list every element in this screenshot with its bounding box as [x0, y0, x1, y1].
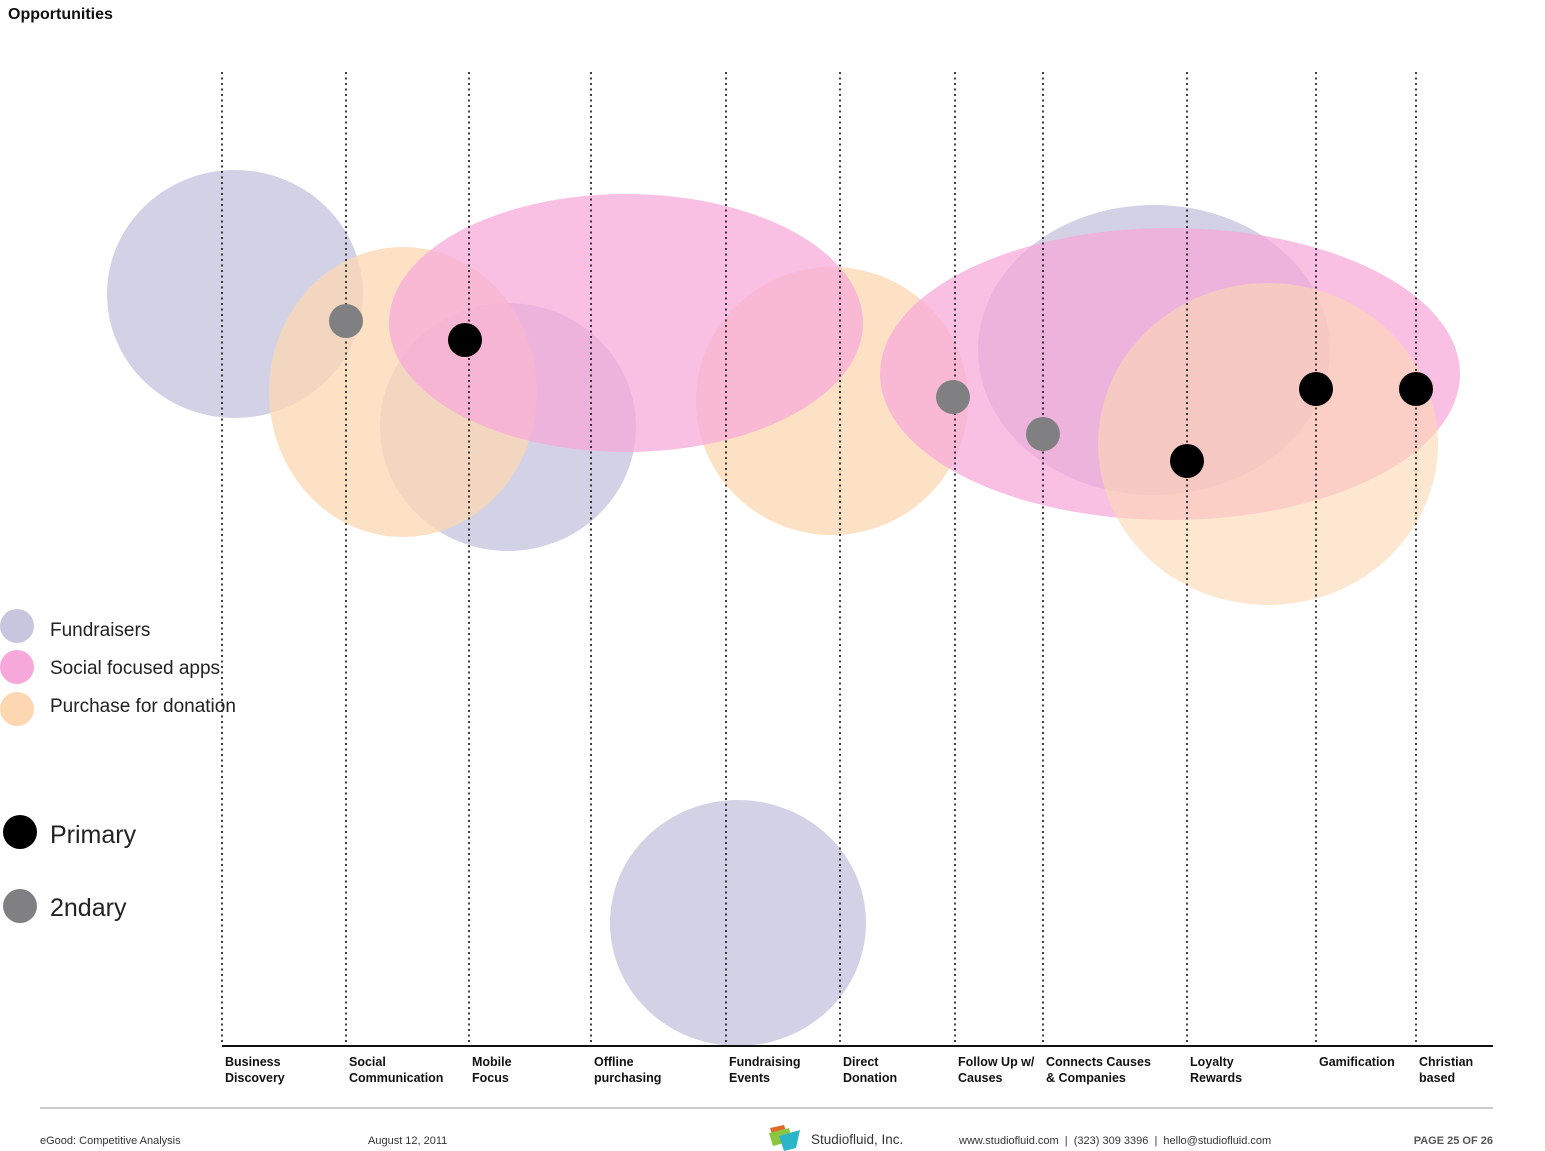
category-labels: Business Discovery Social Communication Mobi…: [225, 1055, 1473, 1085]
legend-label-social: Social focused apps: [50, 658, 220, 679]
footer: eGood: Competitive Analysis August 12, 2…: [40, 1125, 1493, 1151]
primary-marker-christian-based: [1399, 372, 1433, 406]
secondary-marker-follow-up-causes: [936, 380, 970, 414]
studiofluid-logo-icon: [769, 1125, 800, 1151]
footer-doc-title: eGood: Competitive Analysis: [40, 1135, 181, 1147]
category-guides: [221, 72, 1417, 1044]
fundraisers-blob: [610, 800, 866, 1046]
primary-marker-gamification: [1299, 372, 1333, 406]
category-label-christian-based: Christian based: [1419, 1055, 1473, 1085]
legend-label-primary: Primary: [50, 821, 137, 849]
primary-marker-mobile-focus: [448, 323, 482, 357]
category-label-follow-up-causes: Follow Up w/Causes: [958, 1055, 1035, 1085]
category-label-offline-purchasing: Offline purchasing: [594, 1055, 661, 1085]
purchase-blob: [1098, 283, 1438, 605]
footer-company: Studiofluid, Inc.: [811, 1132, 903, 1147]
category-label-gamification: Gamification: [1319, 1055, 1395, 1069]
secondary-marker-social-communication: [329, 304, 363, 338]
category-label-fundraising-events: Fundraising Events: [729, 1055, 801, 1085]
secondary-marker-connects-causes-companies: [1026, 417, 1060, 451]
markers: [329, 304, 1433, 478]
legend-swatch-social: [0, 650, 34, 684]
group-blobs: [107, 170, 1460, 1046]
social-blob: [389, 194, 863, 452]
legend: Fundraisers Social focused apps Purchase…: [0, 609, 236, 923]
category-label-business-discovery: Business Discovery: [225, 1055, 285, 1085]
footer-contact: www.studiofluid.com | (323) 309 3396 | h…: [958, 1135, 1271, 1147]
category-label-connects-causes-companies: Connects Causes & Companies: [1046, 1055, 1151, 1085]
legend-swatch-primary: [3, 815, 37, 849]
legend-swatch-secondary: [3, 889, 37, 923]
legend-swatch-purchase: [0, 692, 34, 726]
footer-page-number: PAGE 25 OF 26: [1414, 1135, 1493, 1147]
category-label-mobile-focus: Mobile Focus: [472, 1055, 512, 1085]
legend-swatch-fundraisers: [0, 609, 34, 643]
legend-label-secondary: 2ndary: [50, 894, 127, 922]
category-label-direct-donation: Direct Donation: [843, 1055, 897, 1085]
category-label-social-communication: Social Communication: [349, 1055, 443, 1085]
footer-date: August 12, 2011: [368, 1135, 447, 1147]
primary-marker-loyalty-rewards: [1170, 444, 1204, 478]
legend-label-fundraisers: Fundraisers: [50, 620, 150, 641]
page-title: Opportunities: [8, 6, 113, 23]
category-label-loyalty-rewards: Loyalty Rewards: [1190, 1055, 1242, 1085]
legend-label-purchase: Purchase for donation: [50, 696, 236, 717]
